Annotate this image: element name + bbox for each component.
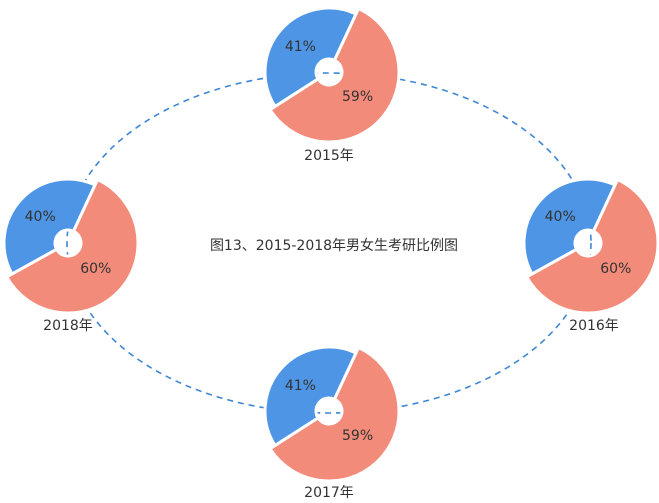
pie-title: 2017年	[304, 485, 354, 501]
value-label: 60%	[600, 261, 631, 277]
pie-title: 2015年	[304, 148, 354, 164]
value-label: 59%	[342, 89, 373, 105]
pie-slice	[263, 6, 359, 109]
pie-title: 2018年	[43, 318, 93, 334]
value-label: 40%	[545, 209, 576, 225]
pie-slice	[267, 345, 401, 483]
value-label: 59%	[342, 428, 373, 444]
value-label: 41%	[285, 39, 316, 55]
pie-slice	[524, 177, 659, 315]
pie-slice	[4, 177, 140, 315]
pie-slice	[2, 177, 98, 277]
value-label: 60%	[80, 261, 111, 277]
connector-ellipse	[66, 72, 592, 414]
value-label: 40%	[25, 209, 56, 225]
pie-title: 2016年	[569, 318, 619, 334]
chart-title: 图13、2015-2018年男女生考研比例图	[210, 237, 458, 254]
value-label: 41%	[285, 378, 316, 394]
pie-slice	[267, 6, 401, 144]
pie-slice	[263, 345, 359, 448]
pie-slice	[522, 177, 618, 277]
